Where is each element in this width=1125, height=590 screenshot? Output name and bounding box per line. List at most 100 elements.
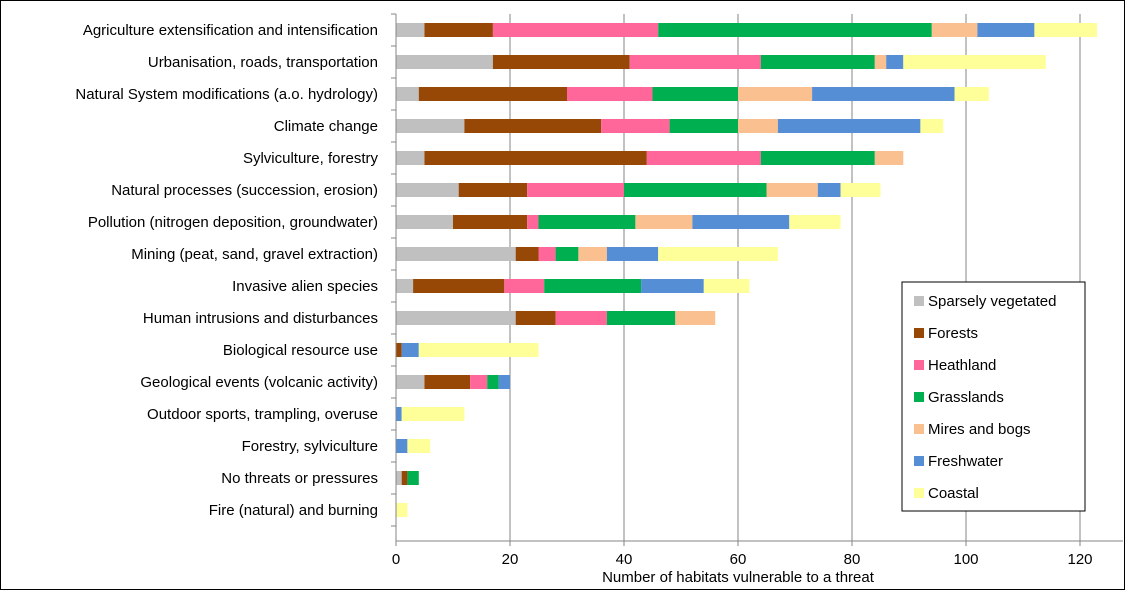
category-label: Geological events (volcanic activity) <box>140 374 378 391</box>
bar-segment-grasslands <box>544 279 642 293</box>
bar-segment-freshwater <box>977 23 1035 37</box>
x-tick-label: 40 <box>616 551 633 568</box>
bar-segment-forests <box>401 471 408 485</box>
bar-segment-heathland <box>601 119 670 133</box>
bars <box>396 23 1098 517</box>
bar-segment-freshwater <box>641 279 704 293</box>
bar-segment-forests <box>424 23 493 37</box>
legend-swatch <box>914 360 924 370</box>
bar-segment-freshwater <box>886 55 904 69</box>
bar-segment-grasslands <box>669 119 738 133</box>
x-tick-labels: 0 20 40 60 80 100 120 <box>392 551 1093 568</box>
legend-swatch <box>914 296 924 306</box>
bar-segment-freshwater <box>401 343 419 357</box>
bar-segment-coastal <box>920 119 944 133</box>
bar-segment-grasslands <box>652 87 738 101</box>
bar-segment-heathland <box>527 215 539 229</box>
legend-swatch <box>914 456 924 466</box>
category-label: Mining (peat, sand, gravel extraction) <box>131 246 378 263</box>
category-label: No threats or pressures <box>221 470 378 487</box>
bar-segment-sparsely-vegetated <box>396 55 493 69</box>
category-label: Human intrusions and disturbances <box>143 310 378 327</box>
bar-segment-forests <box>492 55 630 69</box>
category-label: Fire (natural) and burning <box>209 502 378 519</box>
legend-swatch <box>914 424 924 434</box>
category-label: Natural System modifications (a.o. hydro… <box>75 86 378 103</box>
bar-segment-heathland <box>470 375 488 389</box>
bar-segment-mires-and-bogs <box>578 247 607 261</box>
bar-segment-grasslands <box>760 55 875 69</box>
bar-segment-forests <box>458 183 528 197</box>
bar-segment-forests <box>424 151 647 165</box>
legend-swatch <box>914 328 924 338</box>
bar-segment-mires-and-bogs <box>766 183 818 197</box>
bar-segment-coastal <box>789 215 841 229</box>
bar-segment-coastal <box>703 279 750 293</box>
bar-segment-mires-and-bogs <box>874 55 887 69</box>
bar-segment-sparsely-vegetated <box>396 183 459 197</box>
legend-box <box>901 281 1086 512</box>
category-label: Invasive alien species <box>232 278 378 295</box>
bar-segment-freshwater <box>396 407 402 421</box>
bar-segment-mires-and-bogs <box>635 215 693 229</box>
bar-segment-mires-and-bogs <box>675 311 716 325</box>
bar-segment-forests <box>515 311 556 325</box>
bar-segment-grasslands <box>658 23 932 37</box>
bar-segment-sparsely-vegetated <box>396 279 414 293</box>
bar-segment-freshwater <box>498 375 510 389</box>
bar-segment-mires-and-bogs <box>738 119 778 133</box>
bar-segment-forests <box>413 279 505 293</box>
bar-segment-heathland <box>527 183 624 197</box>
bar-segment-forests <box>515 247 539 261</box>
bar-segment-heathland <box>646 151 761 165</box>
x-tick-label: 0 <box>392 551 400 568</box>
bar-segment-grasslands <box>407 471 419 485</box>
bar-segment-sparsely-vegetated <box>396 119 465 133</box>
bar-segment-heathland <box>504 279 545 293</box>
category-label: Climate change <box>274 118 378 135</box>
category-label: Biological resource use <box>223 342 378 359</box>
legend-label: Sparsely vegetated <box>928 293 1056 310</box>
axes <box>391 13 1123 546</box>
bar-segment-coastal <box>396 503 408 517</box>
bar-segment-grasslands <box>487 375 499 389</box>
category-label: Urbanisation, roads, transportation <box>148 54 378 71</box>
bar-segment-heathland <box>567 87 653 101</box>
x-tick-label: 120 <box>1067 551 1092 568</box>
legend-label: Coastal <box>928 485 979 502</box>
x-tick-label: 60 <box>730 551 747 568</box>
bar-segment-coastal <box>407 439 431 453</box>
bar-segment-coastal <box>840 183 881 197</box>
bar-segment-sparsely-vegetated <box>396 311 516 325</box>
legend-label: Mires and bogs <box>928 421 1031 438</box>
bar-segment-forests <box>396 343 402 357</box>
bar-segment-grasslands <box>538 215 636 229</box>
bar-segment-coastal <box>658 247 778 261</box>
bar-segment-grasslands <box>760 151 875 165</box>
bar-segment-sparsely-vegetated <box>396 23 425 37</box>
bar-segment-sparsely-vegetated <box>396 87 419 101</box>
category-label: Agriculture extensification and intensif… <box>83 22 378 39</box>
category-label: Sylviculture, forestry <box>243 150 379 167</box>
x-axis-title: Number of habitats vulnerable to a threa… <box>602 569 875 586</box>
bar-segment-forests <box>453 215 528 229</box>
bar-segment-forests <box>424 375 471 389</box>
legend-label: Grasslands <box>928 389 1004 406</box>
category-label: Outdoor sports, trampling, overuse <box>147 406 378 423</box>
bar-segment-coastal <box>401 407 465 421</box>
bar-segment-sparsely-vegetated <box>396 247 516 261</box>
bar-segment-forests <box>418 87 567 101</box>
bar-segment-grasslands <box>555 247 579 261</box>
legend-label: Freshwater <box>928 453 1003 470</box>
bar-segment-sparsely-vegetated <box>396 151 425 165</box>
bar-segment-heathland <box>629 55 761 69</box>
bar-segment-freshwater <box>812 87 955 101</box>
bar-segment-freshwater <box>777 119 921 133</box>
category-label: Forestry, sylviculture <box>242 438 378 455</box>
bar-segment-heathland <box>538 247 556 261</box>
category-labels: Agriculture extensification and intensif… <box>75 22 378 519</box>
bar-segment-sparsely-vegetated <box>396 471 402 485</box>
bar-segment-forests <box>464 119 602 133</box>
x-tick-label: 100 <box>953 551 978 568</box>
